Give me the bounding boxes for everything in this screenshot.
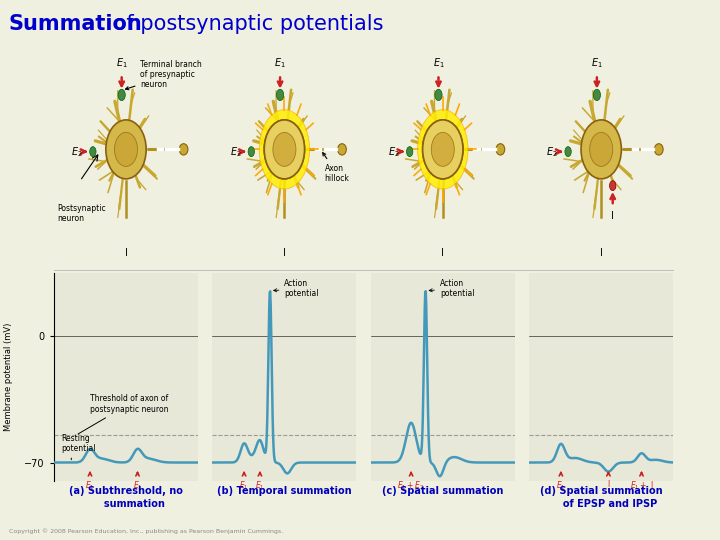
Circle shape [565,147,571,157]
Text: I: I [441,248,444,258]
Circle shape [90,147,96,157]
Circle shape [248,147,254,157]
Ellipse shape [654,144,663,155]
Ellipse shape [423,120,463,179]
Circle shape [435,89,442,100]
Ellipse shape [259,110,310,189]
Text: Threshold of axon of
postsynaptic neuron: Threshold of axon of postsynaptic neuron [78,394,168,434]
Ellipse shape [496,144,505,155]
Text: $E_1 + E_2$: $E_1 + E_2$ [397,480,425,492]
Text: (b) Temporal summation: (b) Temporal summation [217,486,351,496]
Text: $E_1$: $E_1$ [132,480,143,492]
Text: (c) Spatial summation: (c) Spatial summation [382,486,503,496]
Ellipse shape [273,132,296,166]
Text: I: I [600,248,603,258]
Text: Membrane potential (mV): Membrane potential (mV) [4,322,13,431]
Text: $E_1$: $E_1$ [85,480,95,492]
Text: I: I [283,248,286,258]
Text: of postsynaptic potentials: of postsynaptic potentials [107,14,383,33]
Ellipse shape [423,120,463,179]
Text: Summation: Summation [9,14,143,33]
Text: Axon
hillock: Axon hillock [323,153,350,183]
Ellipse shape [106,120,146,179]
Text: $E_1 +$ I: $E_1 +$ I [630,480,653,492]
Circle shape [276,89,284,100]
Text: $E_1$: $E_1$ [255,480,265,492]
Ellipse shape [264,120,305,179]
Text: Terminal branch
of presynaptic
neuron: Terminal branch of presynaptic neuron [125,59,202,90]
Ellipse shape [114,132,138,166]
Text: $E_2$: $E_2$ [546,145,558,159]
Text: Action
potential: Action potential [274,279,319,298]
Text: $E_2$: $E_2$ [71,145,83,159]
Circle shape [407,147,413,157]
Text: Postsynaptic
neuron: Postsynaptic neuron [57,204,106,223]
Ellipse shape [338,144,346,155]
Text: $E_1$: $E_1$ [116,56,127,70]
Ellipse shape [418,110,468,189]
Ellipse shape [581,120,621,179]
Text: I: I [125,248,127,258]
Circle shape [118,89,125,100]
Ellipse shape [431,132,454,166]
Text: $E_1$: $E_1$ [591,56,603,70]
Text: Action
potential: Action potential [429,279,474,298]
Text: $E_1$: $E_1$ [556,480,566,492]
Ellipse shape [273,132,296,166]
Text: $E_2$: $E_2$ [230,145,241,159]
Text: $E_1$: $E_1$ [433,56,444,70]
Ellipse shape [179,144,188,155]
Ellipse shape [431,132,454,166]
Text: Resting
potential: Resting potential [61,434,96,454]
Text: $E_1$: $E_1$ [239,480,249,492]
Circle shape [610,181,616,191]
Ellipse shape [590,132,613,166]
Text: I: I [611,211,614,221]
Text: (d) Spatial summation
     of EPSP and IPSP: (d) Spatial summation of EPSP and IPSP [540,486,662,509]
Text: $E_2$: $E_2$ [388,145,400,159]
Circle shape [593,89,600,100]
Ellipse shape [264,120,305,179]
Text: Copyright © 2008 Pearson Education, Inc., publishing as Pearson Benjamin Cumming: Copyright © 2008 Pearson Education, Inc.… [9,528,283,534]
Text: $E_1$: $E_1$ [274,56,286,70]
Text: I: I [607,480,610,489]
Text: (a) Subthreshold, no
     summation: (a) Subthreshold, no summation [69,486,183,509]
